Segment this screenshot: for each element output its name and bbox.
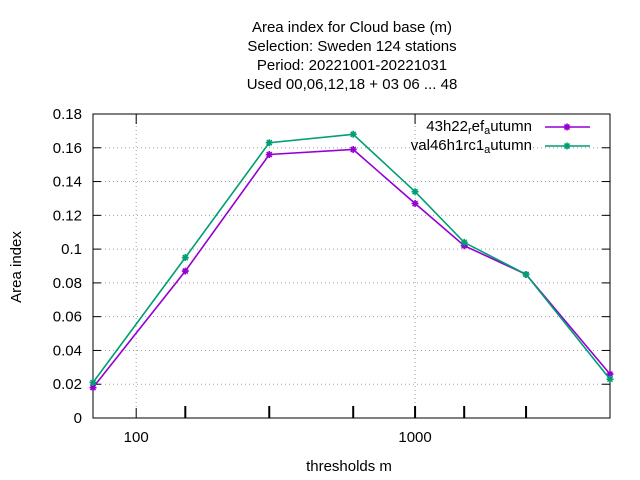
- y-tick-label: 0.06: [53, 309, 82, 326]
- legend-text-part: utumn: [490, 137, 532, 154]
- legend-text-part: ef: [472, 118, 485, 135]
- legend-text-part: val46h1rc1: [411, 137, 484, 154]
- data-point-dot: [183, 269, 188, 274]
- x-tick-label: 1000: [398, 429, 431, 446]
- grid-lines: [93, 114, 610, 418]
- y-tick-label: 0.14: [53, 174, 82, 191]
- series-lines: [89, 130, 614, 392]
- chart-title-line: Period: 20221001-20221031: [257, 57, 447, 74]
- data-point-dot: [267, 140, 272, 145]
- data-point-dot: [351, 147, 356, 152]
- data-point-dot: [413, 201, 418, 206]
- legend-text-part: a: [484, 144, 491, 156]
- data-point-dot: [524, 272, 529, 277]
- y-tick-label: 0.1: [61, 241, 82, 258]
- legend-text-part: utumn: [490, 118, 532, 135]
- data-point-dot: [608, 372, 612, 377]
- series-line-1: [92, 148, 611, 389]
- chart-title: Area index for Cloud base (m) Selection: …: [247, 19, 458, 93]
- data-point-dot: [413, 189, 418, 194]
- chart-title-line: Area index for Cloud base (m): [252, 19, 452, 36]
- axis-ticks: 0 0.02 0.04 0.06 0.08 0.1 0.12 0.14 0.16 0.18 100 1…: [53, 106, 610, 446]
- chart-title-line: Selection: Sweden 124 stations: [247, 38, 456, 55]
- y-tick-label: 0.16: [53, 140, 82, 157]
- y-tick-label: 0.04: [53, 342, 82, 359]
- data-point-dot: [91, 380, 95, 385]
- y-tick-label: 0: [74, 410, 82, 427]
- y-axis-label: Area index: [8, 231, 25, 303]
- y-tick-label: 0.18: [53, 106, 82, 123]
- x-tick-label: 100: [124, 429, 149, 446]
- y-tick-label: 0.08: [53, 275, 82, 292]
- legend-text-part: r: [468, 125, 472, 137]
- data-point-dot: [267, 152, 272, 157]
- series-line-2: [92, 133, 611, 383]
- y-tick-label: 0.12: [53, 207, 82, 224]
- data-point-dot: [462, 240, 467, 245]
- legend-marker-1: [563, 123, 571, 131]
- y-tick-label: 0.02: [53, 376, 82, 393]
- data-point-dot: [183, 255, 188, 260]
- legend-label-2: val46h1rc1autumn: [411, 137, 532, 156]
- chart-title-line: Used 00,06,12,18 + 03 06 ... 48: [247, 76, 458, 93]
- data-point-dot: [91, 385, 95, 390]
- legend-marker-2: [563, 142, 571, 150]
- legend-text-part: 43h22: [426, 118, 468, 135]
- data-point-dot: [351, 132, 356, 137]
- legend-label-1: 43h22refautumn: [426, 118, 532, 137]
- legend-text-part: a: [484, 125, 491, 137]
- x-axis-label: thresholds m: [306, 458, 392, 475]
- data-point-dot: [608, 377, 612, 382]
- plot-frame: [92, 113, 611, 419]
